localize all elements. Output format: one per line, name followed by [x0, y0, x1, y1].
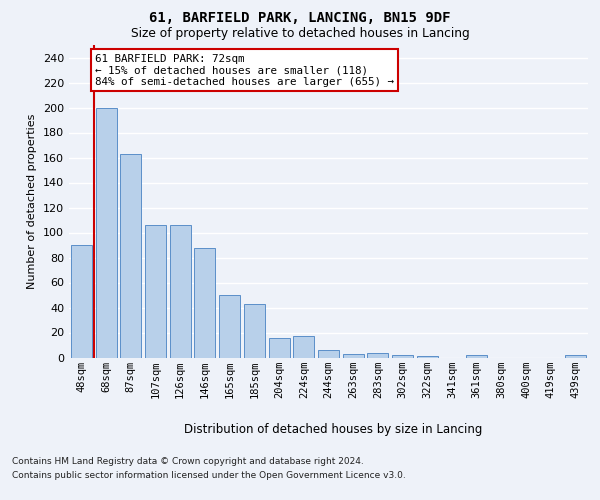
Bar [194, 248, 215, 358]
Bar [392, 355, 413, 358]
Text: 61 BARFIELD PARK: 72sqm
← 15% of detached houses are smaller (118)
84% of semi-d: 61 BARFIELD PARK: 72sqm ← 15% of detache… [95, 54, 394, 87]
Bar [417, 356, 438, 358]
Bar [269, 338, 290, 357]
Bar [145, 225, 166, 358]
Text: Size of property relative to detached houses in Lancing: Size of property relative to detached ho… [131, 28, 469, 40]
Bar [565, 355, 586, 358]
Bar [71, 245, 92, 358]
Bar [318, 350, 339, 358]
Bar [293, 336, 314, 357]
Bar [343, 354, 364, 358]
Text: 61, BARFIELD PARK, LANCING, BN15 9DF: 61, BARFIELD PARK, LANCING, BN15 9DF [149, 11, 451, 25]
Bar [244, 304, 265, 358]
Text: Distribution of detached houses by size in Lancing: Distribution of detached houses by size … [184, 422, 482, 436]
Text: Contains public sector information licensed under the Open Government Licence v3: Contains public sector information licen… [12, 471, 406, 480]
Bar [466, 355, 487, 358]
Bar [367, 352, 388, 358]
Text: Contains HM Land Registry data © Crown copyright and database right 2024.: Contains HM Land Registry data © Crown c… [12, 458, 364, 466]
Bar [95, 108, 116, 358]
Y-axis label: Number of detached properties: Number of detached properties [28, 114, 37, 289]
Bar [170, 225, 191, 358]
Bar [219, 295, 240, 358]
Bar [120, 154, 141, 358]
